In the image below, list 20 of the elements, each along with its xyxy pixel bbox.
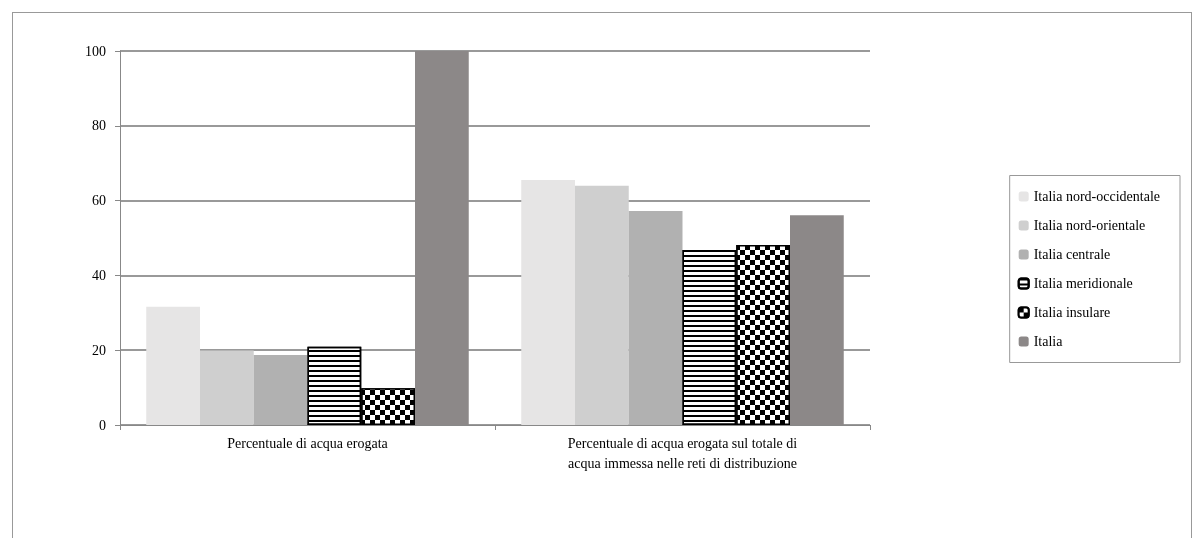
y-tick-label: 0	[99, 417, 106, 433]
y-tick-label: 40	[92, 267, 106, 283]
bar	[146, 306, 200, 425]
x-tick-label: Percentuale di acqua erogata sul totale di acqua immessa nelle reti di distribuzione	[567, 435, 798, 471]
x-tick-label: Percentuale di acqua erogata	[227, 435, 389, 451]
y-tick-label: 100	[85, 43, 106, 59]
y-tick-label: 80	[92, 118, 106, 134]
bar	[575, 185, 629, 425]
legend-label: Italia nord-occidentale	[1033, 189, 1161, 204]
legend-label: Italia centrale	[1033, 247, 1111, 262]
legend-label: Italia insulare	[1033, 305, 1111, 320]
bar	[628, 211, 683, 425]
bar	[521, 180, 575, 425]
y-tick-label: 60	[92, 193, 106, 209]
y-tick-label: 20	[92, 342, 106, 358]
legend-label: Italia nord-orientale	[1033, 218, 1146, 233]
bar	[200, 350, 254, 425]
legend-label: Italia meridionale	[1033, 276, 1133, 291]
bar	[253, 355, 308, 425]
legend-label: Italia	[1033, 334, 1064, 349]
